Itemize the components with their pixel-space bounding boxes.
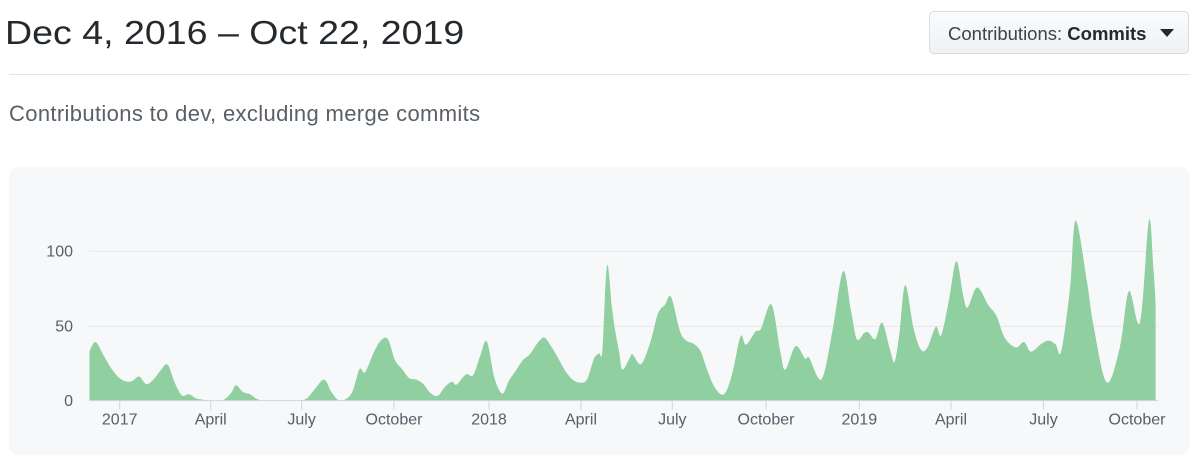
svg-text:July: July	[658, 412, 686, 429]
svg-text:July: July	[1029, 412, 1057, 429]
svg-text:October: October	[366, 412, 424, 429]
svg-text:April: April	[565, 412, 597, 429]
svg-text:2017: 2017	[102, 412, 138, 429]
svg-text:October: October	[738, 412, 796, 429]
svg-text:2019: 2019	[842, 412, 878, 429]
svg-text:April: April	[195, 412, 227, 429]
svg-text:100: 100	[46, 244, 73, 261]
svg-text:50: 50	[55, 319, 73, 336]
svg-text:April: April	[935, 412, 967, 429]
svg-text:October: October	[1109, 412, 1167, 429]
svg-text:2018: 2018	[471, 412, 507, 429]
svg-text:July: July	[287, 412, 315, 429]
svg-text:0: 0	[64, 393, 73, 410]
